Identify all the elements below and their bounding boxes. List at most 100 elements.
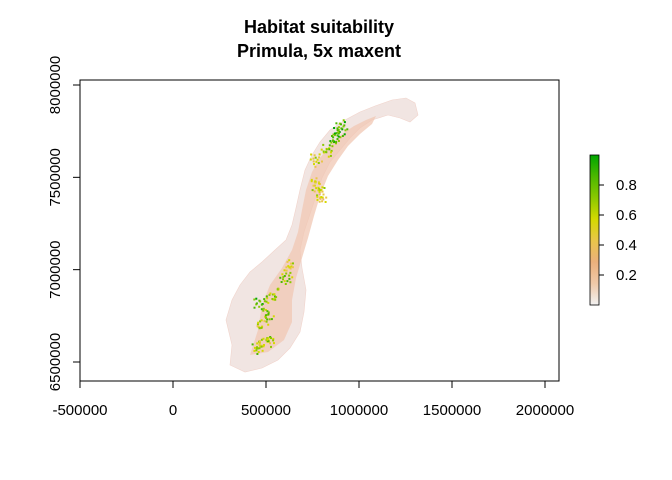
- suitability-cell: [271, 293, 274, 296]
- suitability-cell: [322, 198, 325, 201]
- suitability-cell: [330, 151, 332, 154]
- suitability-cell: [313, 184, 316, 187]
- suitability-cell: [266, 297, 269, 300]
- suitability-cell: [262, 345, 265, 348]
- suitability-cell: [331, 145, 334, 148]
- suitability-cell: [256, 342, 259, 345]
- suitability-cell: [262, 309, 265, 312]
- suitability-cell: [324, 201, 327, 203]
- suitability-cell: [332, 136, 335, 139]
- suitability-cell: [314, 165, 317, 168]
- suitability-cell: [321, 200, 324, 203]
- suitability-cell: [274, 298, 277, 301]
- suitability-cell: [320, 148, 323, 151]
- suitability-cell: [343, 121, 346, 124]
- suitability-cell: [344, 129, 347, 132]
- suitability-cell: [338, 122, 341, 125]
- suitability-cell: [262, 337, 265, 340]
- suitability-cell: [268, 293, 271, 296]
- x-tick-label: 500000: [241, 402, 291, 419]
- suitability-cell: [337, 140, 340, 142]
- suitability-cell: [323, 187, 326, 189]
- suitability-cell: [265, 300, 268, 303]
- suitability-cell: [321, 160, 323, 163]
- suitability-cell: [318, 182, 320, 185]
- suitability-cell: [316, 195, 319, 198]
- suitability-cell: [317, 181, 320, 184]
- suitability-cell: [282, 278, 284, 281]
- suitability-cell: [315, 160, 318, 163]
- suitability-cell: [263, 298, 266, 301]
- suitability-cell: [329, 154, 332, 157]
- suitability-cell: [317, 186, 320, 189]
- suitability-cell: [265, 317, 268, 319]
- suitability-cell: [267, 311, 270, 314]
- suitability-cell: [256, 323, 259, 326]
- y-tick-label: 7500000: [47, 148, 64, 206]
- suitability-cell: [340, 127, 343, 130]
- suitability-cell: [292, 262, 294, 265]
- suitability-cell: [265, 320, 268, 323]
- suitability-cell: [320, 196, 323, 198]
- suitability-cell: [285, 272, 288, 275]
- suitability-cell: [331, 135, 333, 137]
- suitability-cell: [321, 196, 324, 199]
- suitability-cell: [258, 343, 261, 346]
- suitability-cell: [318, 156, 321, 159]
- suitability-cell: [320, 189, 323, 191]
- suitability-cell: [310, 153, 313, 156]
- suitability-cell: [309, 158, 312, 161]
- suitability-cell: [337, 132, 340, 135]
- suitability-cell: [291, 276, 294, 279]
- suitability-cell: [342, 119, 345, 122]
- suitability-cell: [333, 132, 336, 135]
- suitability-cell: [329, 140, 332, 143]
- suitability-cell: [318, 193, 321, 196]
- suitability-cell: [262, 307, 265, 310]
- suitability-cell: [282, 276, 285, 279]
- suitability-cell: [256, 346, 258, 349]
- suitability-cell: [336, 138, 339, 140]
- suitability-cell: [286, 280, 289, 283]
- suitability-cell: [322, 193, 325, 196]
- suitability-cell: [283, 280, 286, 283]
- suitability-cell: [316, 158, 319, 161]
- suitability-cell: [328, 148, 331, 151]
- suitability-cell: [284, 283, 287, 285]
- legend-tick-label: 0.8: [616, 177, 637, 194]
- suitability-cell: [266, 338, 269, 341]
- suitability-cell: [283, 269, 286, 272]
- suitability-cell: [321, 190, 324, 193]
- x-tick-label: 1500000: [423, 402, 481, 419]
- suitability-cell: [268, 318, 271, 321]
- suitability-cell: [269, 336, 272, 338]
- land-area: [225, 97, 419, 373]
- suitability-cell: [260, 303, 263, 306]
- suitability-cell: [338, 131, 341, 133]
- suitability-cell: [257, 326, 260, 329]
- suitability-cell: [285, 269, 288, 272]
- suitability-cell: [335, 142, 337, 145]
- suitability-cell: [267, 312, 270, 315]
- suitability-cell: [318, 190, 321, 193]
- suitability-cell: [346, 128, 349, 131]
- suitability-cell: [269, 292, 272, 295]
- suitability-cell: [253, 298, 256, 301]
- suitability-cell: [312, 157, 315, 160]
- suitability-cell: [315, 187, 318, 190]
- suitability-cell: [269, 342, 271, 345]
- suitability-cell: [267, 301, 270, 304]
- suitability-cell: [337, 135, 340, 138]
- suitability-cell: [317, 162, 320, 164]
- suitability-cell: [318, 153, 321, 156]
- suitability-cell: [257, 351, 260, 353]
- suitability-cell: [314, 180, 317, 183]
- suitability-cell: [337, 131, 340, 134]
- suitability-cell: [258, 305, 261, 308]
- suitability-cell: [261, 349, 264, 352]
- suitability-cell: [283, 275, 286, 277]
- suitability-cell: [317, 189, 320, 192]
- suitability-cell: [325, 148, 328, 151]
- suitability-cell: [288, 266, 291, 269]
- suitability-cell: [256, 347, 259, 350]
